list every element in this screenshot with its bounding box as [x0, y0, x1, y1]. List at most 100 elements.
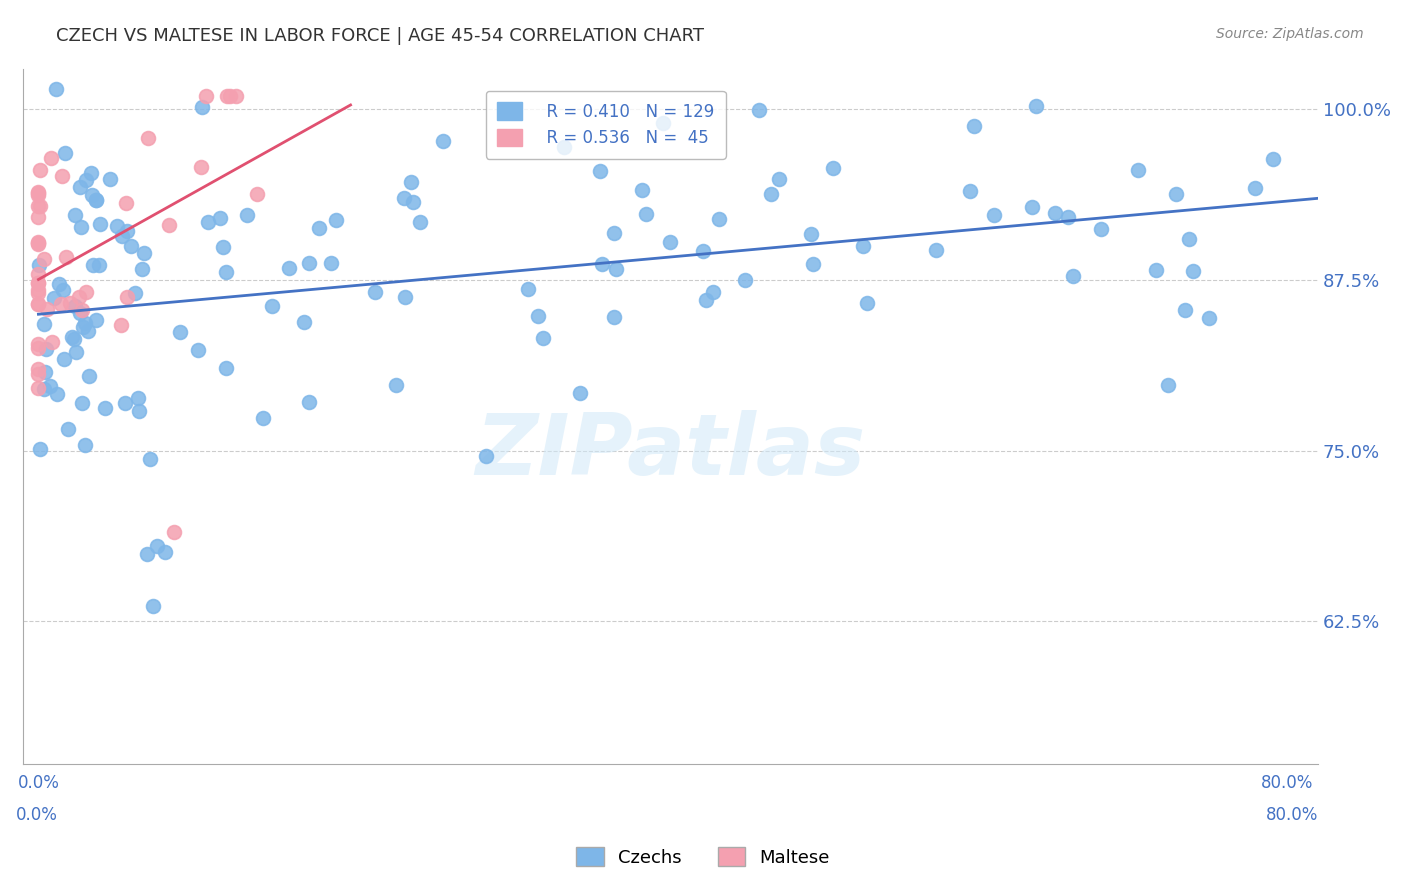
Point [35, 342, 58, 356]
Point [142, 599, 165, 613]
Point [707, 212, 730, 227]
Point [27, 188, 49, 202]
Point [1178, 232, 1201, 246]
Point [298, 256, 321, 270]
Point [27, 368, 49, 382]
Point [30, 442, 52, 457]
Point [392, 191, 415, 205]
Point [602, 226, 624, 240]
Point [225, 88, 247, 103]
Point [800, 227, 823, 241]
Point [959, 185, 981, 199]
Point [308, 221, 330, 235]
Point [1025, 99, 1047, 113]
Point [80, 166, 103, 180]
Point [852, 239, 875, 253]
Point [278, 260, 301, 275]
Point [86, 193, 108, 207]
Point [605, 261, 627, 276]
Point [98, 172, 121, 186]
Text: 0.0%: 0.0% [17, 806, 58, 824]
Point [402, 195, 425, 210]
Point [252, 410, 274, 425]
Point [63, 299, 86, 313]
Point [516, 282, 538, 296]
Point [55, 250, 77, 264]
Point [30, 163, 52, 178]
Point [1062, 269, 1084, 284]
Point [128, 404, 150, 418]
Point [1182, 264, 1205, 278]
Point [432, 134, 454, 148]
Point [692, 244, 714, 259]
Point [801, 257, 824, 271]
Point [1164, 186, 1187, 201]
Point [39, 152, 62, 166]
Point [319, 255, 342, 269]
Point [27, 236, 49, 251]
Point [394, 290, 416, 304]
Point [28, 199, 51, 213]
Point [197, 215, 219, 229]
Point [77, 368, 100, 383]
Point [385, 378, 408, 392]
Point [72, 320, 94, 334]
Point [963, 119, 986, 133]
Point [32, 317, 55, 331]
Point [748, 103, 770, 117]
Point [630, 183, 652, 197]
Point [27, 186, 49, 200]
Point [1090, 222, 1112, 236]
Point [702, 285, 724, 300]
Point [84, 313, 107, 327]
Text: Source: ZipAtlas.com: Source: ZipAtlas.com [1216, 27, 1364, 41]
Point [32, 252, 55, 266]
Point [114, 396, 136, 410]
Point [475, 449, 498, 463]
Point [82, 188, 104, 202]
Point [27, 276, 49, 290]
Point [27, 276, 49, 290]
Text: ZIPatlas: ZIPatlas [475, 409, 866, 492]
Point [194, 88, 217, 103]
Point [69, 306, 91, 320]
Point [75, 173, 97, 187]
Point [215, 88, 238, 103]
Point [87, 258, 110, 272]
Point [325, 213, 347, 227]
Point [138, 452, 160, 467]
Point [136, 131, 159, 145]
Point [659, 235, 682, 249]
Legend: Czechs, Maltese: Czechs, Maltese [569, 840, 837, 874]
Point [49, 297, 72, 311]
Point [983, 208, 1005, 222]
Point [1021, 200, 1043, 214]
Point [218, 88, 240, 103]
Point [823, 161, 845, 176]
Point [27, 296, 49, 310]
Point [401, 175, 423, 189]
Point [734, 272, 756, 286]
Point [157, 218, 180, 232]
Point [70, 219, 93, 234]
Point [65, 345, 87, 359]
Point [215, 265, 238, 279]
Point [652, 116, 675, 130]
Point [27, 199, 49, 213]
Point [27, 283, 49, 297]
Point [1057, 211, 1080, 225]
Point [145, 539, 167, 553]
Point [190, 160, 212, 174]
Point [292, 315, 315, 329]
Point [120, 239, 142, 253]
Point [27, 286, 49, 301]
Point [1043, 206, 1066, 220]
Point [591, 257, 613, 271]
Point [111, 228, 134, 243]
Point [589, 164, 612, 178]
Point [1128, 163, 1150, 178]
Point [191, 100, 214, 114]
Point [41, 334, 63, 349]
Point [27, 268, 49, 282]
Point [53, 146, 76, 161]
